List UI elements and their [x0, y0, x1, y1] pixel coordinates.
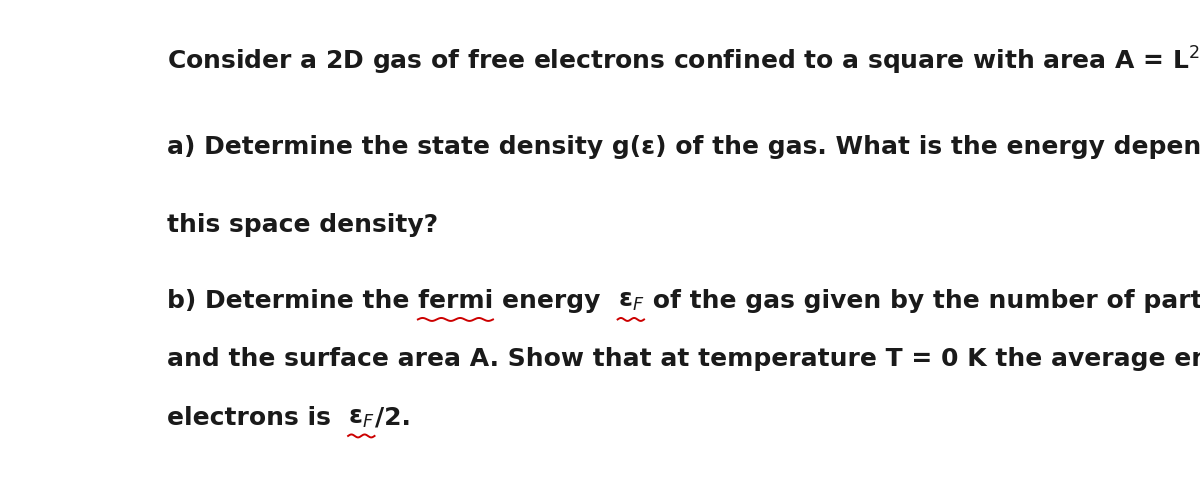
Text: ε$_{F}$: ε$_{F}$: [348, 406, 374, 430]
Text: b) Determine the fermi energy: b) Determine the fermi energy: [167, 290, 618, 313]
Text: ε$_{F}$: ε$_{F}$: [618, 290, 644, 313]
Text: of the gas given by the number of particles N: of the gas given by the number of partic…: [644, 290, 1200, 313]
Text: and the surface area A. Show that at temperature T = 0 K the average energy of t: and the surface area A. Show that at tem…: [167, 347, 1200, 371]
Text: /2.: /2.: [374, 406, 410, 430]
Text: electrons is: electrons is: [167, 406, 348, 430]
Text: Consider a 2D gas of free electrons confined to a square with area A = L$^{2}$: Consider a 2D gas of free electrons conf…: [167, 45, 1200, 77]
Text: this space density?: this space density?: [167, 213, 438, 237]
Text: a) Determine the state density g(ε) of the gas. What is the energy dependence of: a) Determine the state density g(ε) of t…: [167, 135, 1200, 159]
